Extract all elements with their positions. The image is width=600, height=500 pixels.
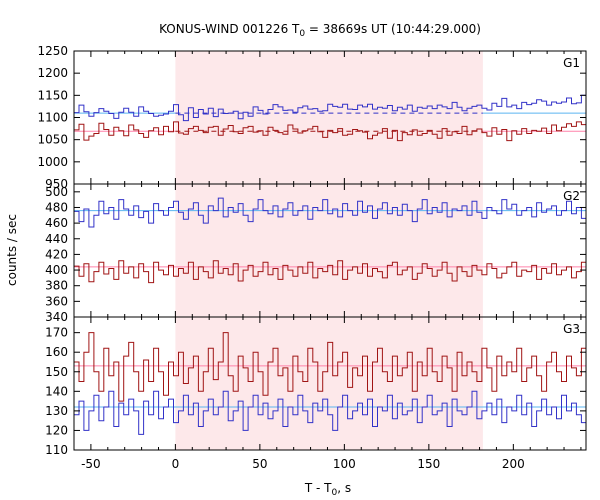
x-tick-label: 50 [252,457,267,471]
y-tick-label: 120 [45,423,68,437]
y-tick-label: 1200 [37,66,68,80]
y-tick-label: 1100 [37,111,68,125]
y-tick-label: 500 [45,185,68,199]
series-red-g3 [74,332,586,402]
y-tick-label: 340 [45,310,68,324]
y-tick-label: 1150 [37,88,68,102]
y-tick-label: 460 [45,216,68,230]
highlight-interval [175,51,483,184]
y-tick-label: 160 [45,345,68,359]
y-tick-label: 1050 [37,133,68,147]
y-tick-label: 1000 [37,155,68,169]
panel-label-g3: G3 [563,322,580,336]
y-tick-label: 950 [45,177,68,191]
y-tick-label: 480 [45,200,68,214]
y-tick-label: 1250 [37,44,68,58]
series-blue-g3 [74,390,586,435]
panel-g3: 110 120 130 140 150 160 170 G3 [45,316,587,457]
x-axis-label: T - T0, s [304,481,351,498]
panels-group: 950100010501100115012001250G134036038040… [37,44,587,471]
chart-title: KONUS-WIND 001226 T0 = 38669s UT (10:44:… [159,22,481,39]
series-red-g1 [74,121,586,142]
x-tick-label: 150 [417,457,440,471]
x-tick-label: 100 [333,457,356,471]
y-tick-label: 170 [45,326,68,340]
x-tick-label: -50 [81,457,101,471]
panel-label-g1: G1 [563,56,580,70]
y-tick-label: 420 [45,247,68,261]
x-tick-label: 200 [502,457,525,471]
series-blue-g1 [74,94,586,122]
highlight-interval [175,184,483,317]
y-tick-label: 440 [45,232,68,246]
y-tick-label: 400 [45,263,68,277]
panel-label-g2: G2 [563,189,580,203]
series-blue-g2 [74,197,586,228]
y-tick-label: 360 [45,294,68,308]
y-tick-label: 140 [45,384,68,398]
y-tick-label: 130 [45,404,68,418]
y-tick-label: 380 [45,279,68,293]
panel-frame [73,316,587,451]
y-axis-label: counts / sec [5,214,19,286]
highlight-interval [175,317,483,450]
series-red-g2 [74,260,586,284]
y-tick-label: 110 [45,443,68,457]
x-tick-label: 0 [172,457,180,471]
panel-g1: 950 1000 1050 1100 1150 1200 1250 G1 [37,44,587,191]
y-tick-label: 150 [45,365,68,379]
